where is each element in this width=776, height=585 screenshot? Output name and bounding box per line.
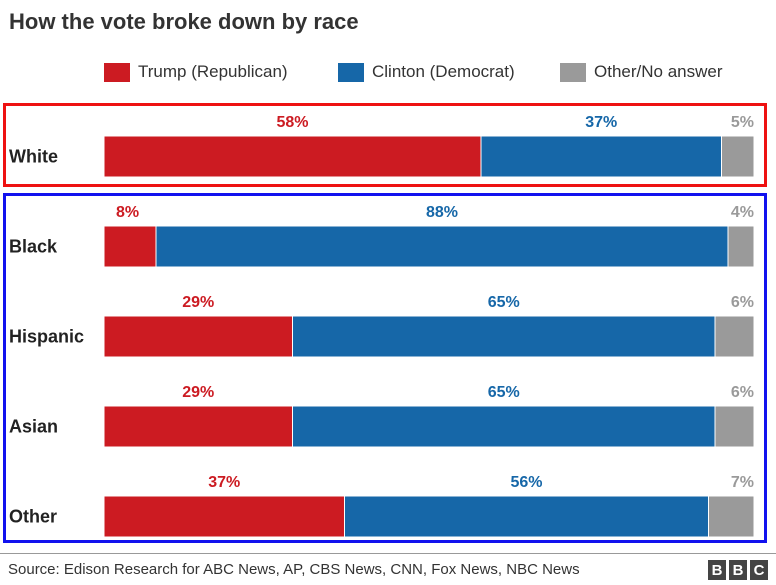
legend-item-other: Other/No answer xyxy=(560,62,723,82)
value-label-black-trump: 8% xyxy=(116,204,139,221)
legend-label-other: Other/No answer xyxy=(594,62,723,81)
bar-hispanic-clinton xyxy=(292,315,716,358)
value-label-asian-trump: 29% xyxy=(182,384,214,401)
bar-black-clinton xyxy=(155,225,729,268)
bar-other-clinton xyxy=(344,495,709,538)
value-label-hispanic-clinton: 65% xyxy=(488,294,520,311)
bar-asian-trump xyxy=(103,405,293,448)
bar-hispanic-other xyxy=(714,315,755,358)
category-label-asian: Asian xyxy=(9,417,58,437)
bar-black-other xyxy=(727,225,755,268)
logo-letter-b2: B xyxy=(729,560,747,580)
highlight-box-white xyxy=(3,103,767,187)
value-label-other-clinton: 56% xyxy=(510,474,542,491)
value-label-other-trump: 37% xyxy=(208,474,240,491)
bar-white-clinton xyxy=(480,135,722,178)
category-label-other: Other xyxy=(9,507,57,527)
category-label-hispanic: Hispanic xyxy=(9,327,84,347)
bbc-logo: B B C xyxy=(708,560,768,580)
value-label-white-clinton: 37% xyxy=(585,114,617,131)
bar-white-other xyxy=(721,135,755,178)
logo-letter-c: C xyxy=(750,560,768,580)
value-label-asian-other: 6% xyxy=(731,384,754,401)
bar-asian-other xyxy=(714,405,755,448)
value-label-white-trump: 58% xyxy=(276,114,308,131)
bar-black-trump xyxy=(103,225,157,268)
legend-label-trump: Trump (Republican) xyxy=(138,62,288,81)
footer-divider xyxy=(0,553,776,554)
value-label-black-clinton: 88% xyxy=(426,204,458,221)
legend-item-clinton: Clinton (Democrat) xyxy=(338,62,515,82)
value-label-white-other: 5% xyxy=(731,114,754,131)
legend-swatch-other xyxy=(560,62,586,82)
value-label-hispanic-other: 6% xyxy=(731,294,754,311)
legend: Trump (Republican) Clinton (Democrat) Ot… xyxy=(0,62,776,86)
legend-label-clinton: Clinton (Democrat) xyxy=(372,62,515,81)
highlight-box-minorities xyxy=(3,193,767,543)
bar-other-other xyxy=(708,495,755,538)
bar-asian-clinton xyxy=(292,405,716,448)
stacked-bar-chart: White 58% 37% 5% Black 8% 88% 4% Hispanic 29% 65% 6… xyxy=(9,114,755,538)
value-label-asian-clinton: 65% xyxy=(488,384,520,401)
value-label-other-other: 7% xyxy=(731,474,754,491)
legend-swatch-clinton xyxy=(338,62,364,82)
value-label-black-other: 4% xyxy=(731,204,754,221)
category-label-white: White xyxy=(9,147,58,167)
category-label-black: Black xyxy=(9,237,58,257)
source-note: Source: Edison Research for ABC News, AP… xyxy=(8,561,580,578)
legend-swatch-trump xyxy=(104,62,130,82)
chart-title: How the vote broke down by race xyxy=(9,9,359,34)
bar-white-trump xyxy=(103,135,482,178)
value-label-hispanic-trump: 29% xyxy=(182,294,214,311)
legend-item-trump: Trump (Republican) xyxy=(104,62,288,82)
bar-other-trump xyxy=(103,495,345,538)
logo-letter-b1: B xyxy=(708,560,726,580)
bar-hispanic-trump xyxy=(103,315,293,358)
